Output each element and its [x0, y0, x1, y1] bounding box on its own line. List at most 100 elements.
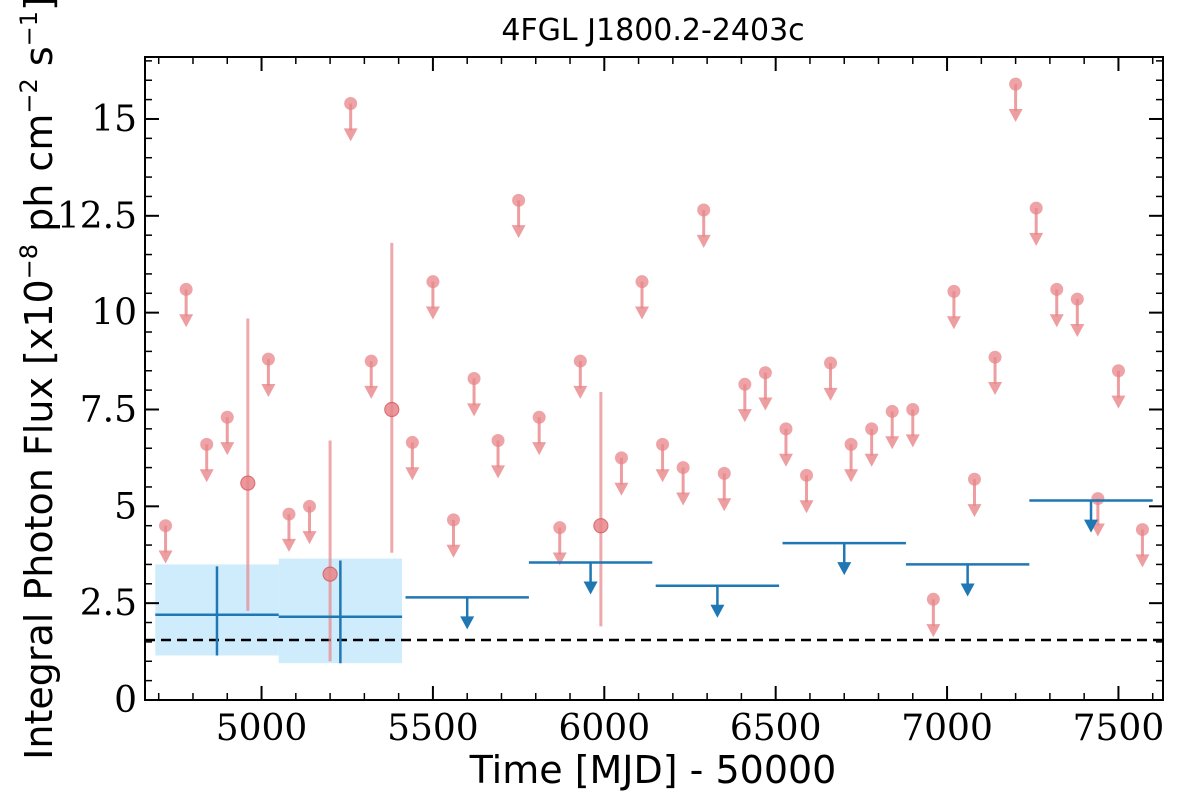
x-tick-label: 6000 [558, 708, 650, 749]
upper-limit-arrow-head [1029, 232, 1044, 246]
plot-frame [144, 56, 1164, 701]
y-tick-label: 15 [91, 99, 137, 140]
upper-limit-arrow-head [511, 225, 526, 239]
y-axis-label-part: Integral Photon Flux [x10 [17, 279, 61, 760]
upper-limit-arrow-head [179, 314, 194, 328]
upper-limit-point [676, 461, 690, 475]
upper-limit-arrow-head [614, 482, 629, 496]
upper-limit-point [491, 433, 505, 447]
upper-limit-arrow-head [885, 436, 900, 450]
upper-limit-point [1135, 523, 1149, 537]
upper-limit-point [1070, 292, 1084, 306]
binned-upper-limit-arrow-head [583, 581, 598, 595]
upper-limit-arrow-head [552, 552, 567, 566]
upper-limit-arrow-head [799, 500, 814, 514]
upper-limit-arrow-head [1008, 108, 1023, 122]
y-axis-label-exponent: −1 [15, 11, 43, 46]
binned-upper-limit-arrow-head [710, 604, 725, 618]
upper-limit-arrow-head [343, 128, 358, 142]
upper-limit-arrow-head [988, 382, 1003, 396]
upper-limit-arrow-head [778, 453, 793, 467]
upper-limit-arrow-head [1090, 523, 1105, 537]
upper-limit-arrow-head [158, 550, 173, 564]
upper-limit-arrow-head [717, 498, 732, 512]
upper-limit-point [200, 437, 214, 451]
upper-limit-arrow-head [655, 469, 670, 483]
upper-limit-point [717, 466, 731, 480]
upper-limit-arrow-head [446, 544, 461, 558]
upper-limit-arrow-head [926, 624, 941, 638]
upper-limit-arrow-head [364, 385, 379, 399]
upper-limit-point [1050, 282, 1064, 296]
y-tick-label: 0 [114, 680, 137, 721]
upper-limit-arrow-head [425, 306, 440, 320]
binned-upper-limit-arrow-head [837, 562, 852, 576]
upper-limit-arrow-head [261, 383, 276, 397]
upper-limit-point [635, 275, 649, 289]
upper-limit-point [573, 354, 587, 368]
upper-limit-point [220, 410, 234, 424]
upper-limit-arrow-head [281, 538, 296, 552]
plot-area: 5000 5500 6000 6500 7000 7500 0 2.5 5 7.5 10 12.5 15 [57, 56, 1165, 749]
upper-limit-arrow-head [696, 234, 711, 248]
upper-limit-point [779, 422, 793, 436]
y-tick-label: 12.5 [57, 196, 137, 237]
upper-limit-point [467, 372, 481, 385]
x-tick-label: 7000 [901, 708, 993, 749]
upper-limit-arrow-head [635, 306, 650, 320]
upper-limit-point [1111, 364, 1125, 378]
x-tick-label: 7500 [1073, 708, 1165, 749]
upper-limit-arrow-head [864, 453, 879, 467]
y-axis-label-part: ] [17, 0, 61, 11]
upper-limit-point [926, 592, 940, 606]
upper-limit-point [800, 468, 814, 482]
upper-limit-arrow-head [758, 397, 773, 411]
upper-limit-point [656, 437, 670, 451]
detection-point [322, 566, 338, 582]
upper-limit-arrow-head [844, 469, 859, 483]
upper-limit-arrow-head [676, 492, 691, 506]
upper-limit-point [906, 402, 920, 416]
x-axis-label: Time [MJD] - 50000 [469, 748, 837, 792]
y-tick-label: 7.5 [80, 389, 137, 430]
y-tick-label: 10 [91, 293, 137, 334]
detection-point [593, 518, 609, 534]
upper-limit-point [512, 193, 526, 207]
upper-limit-arrow-head [220, 442, 235, 456]
upper-limit-point [282, 507, 296, 521]
y-axis-label-part: ph cm [17, 114, 61, 244]
upper-limit-point [159, 519, 173, 533]
upper-limit-point [261, 352, 275, 366]
upper-limit-arrow-head [905, 434, 920, 448]
upper-limit-point [179, 282, 193, 296]
upper-limit-arrow-head [946, 316, 961, 330]
upper-limit-arrow-head [467, 403, 482, 417]
upper-limit-point [614, 451, 628, 465]
upper-limit-arrow-head [405, 467, 420, 481]
upper-limit-point [697, 203, 711, 217]
upper-limit-point [364, 354, 378, 368]
upper-limit-arrow-head [823, 387, 838, 401]
x-tick-label: 5000 [216, 708, 308, 749]
y-axis-label: Integral Photon Flux [x10−8 ph cm−2 s−1] [15, 0, 61, 760]
detection-point [384, 401, 400, 418]
upper-limit-point [967, 472, 981, 486]
upper-limit-arrow-head [491, 465, 506, 479]
y-tick-label: 2.5 [80, 583, 137, 624]
upper-limit-arrow-head [199, 469, 214, 483]
upper-limit-point [553, 521, 567, 535]
upper-limit-point [988, 350, 1002, 364]
upper-limit-point [1029, 201, 1043, 215]
upper-limit-point [446, 513, 460, 527]
upper-limit-arrow-head [1049, 314, 1064, 328]
upper-limit-point [405, 435, 419, 449]
upper-limit-arrow-head [532, 442, 547, 456]
upper-limit-point [1009, 77, 1023, 91]
upper-limit-arrow-head [1111, 395, 1126, 409]
upper-limit-point [426, 275, 440, 289]
upper-limit-point [344, 96, 358, 110]
y-axis-label-part: s [17, 46, 61, 78]
upper-limit-point [844, 437, 858, 451]
binned-upper-limit-arrow-head [960, 583, 975, 597]
